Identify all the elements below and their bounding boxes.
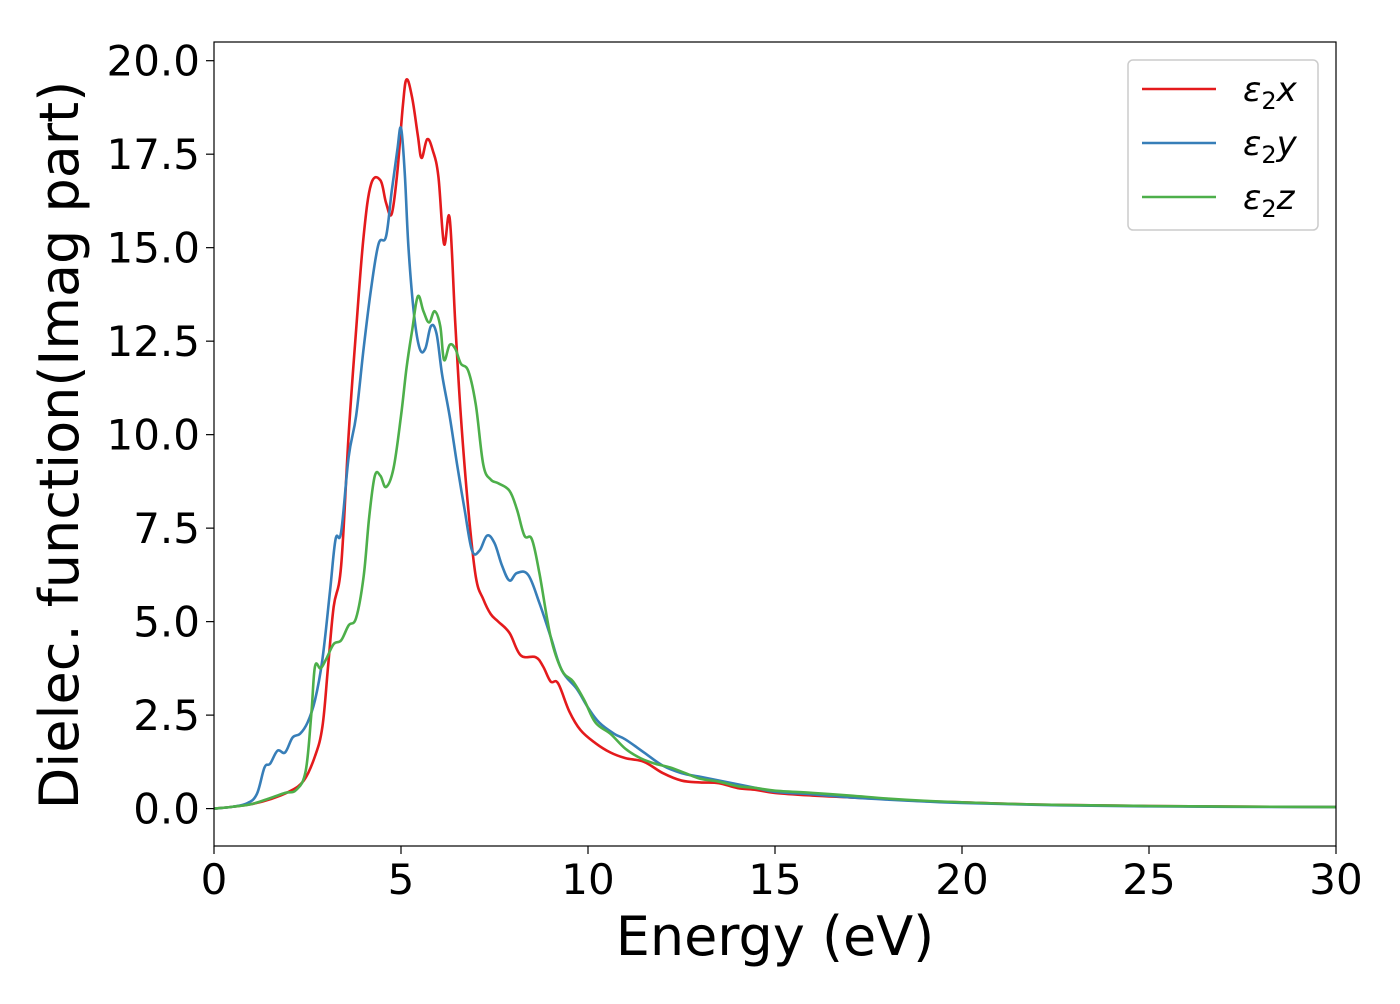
x-tick-label: 0 (201, 855, 228, 904)
legend-symbol: ε (1243, 124, 1261, 164)
y-tick-label: 12.5 (106, 317, 200, 366)
legend-symbol: ε (1243, 70, 1261, 110)
legend-symbol: ε (1243, 178, 1261, 218)
y-axis-label: Dielec. function(Imag part) (28, 81, 91, 810)
legend-variable: y (1276, 124, 1298, 164)
x-tick-label: 25 (1122, 855, 1175, 904)
legend-label-y: ε2y (1243, 124, 1298, 169)
legend-label-z: ε2z (1243, 178, 1296, 223)
y-tick-label: 17.5 (106, 130, 200, 179)
y-tick-label: 5.0 (133, 598, 200, 647)
legend-box (1127, 59, 1319, 231)
legend-label-x: ε2x (1243, 70, 1298, 115)
y-tick-label: 0.0 (133, 785, 200, 834)
x-tick-label: 30 (1309, 855, 1362, 904)
x-tick-label: 5 (388, 855, 415, 904)
series-line-z (214, 294, 1336, 810)
y-tick-label: 15.0 (106, 224, 200, 273)
x-tick-label: 10 (561, 855, 614, 904)
axes-layer: 0 5 10 15 20 25 30 0.0 2.5 5.0 7.5 10.0 12.5 15.0 17.5… (106, 37, 1362, 904)
x-tick-label: 15 (748, 855, 801, 904)
y-tick-label: 2.5 (133, 691, 200, 740)
legend-variable: z (1276, 178, 1296, 218)
x-axis-label: Energy (eV) (616, 905, 935, 968)
legend-variable: x (1276, 70, 1298, 110)
legend-subscript: 2 (1261, 87, 1276, 115)
y-tick-label: 10.0 (106, 411, 200, 460)
legend-subscript: 2 (1261, 141, 1276, 169)
x-tick-label: 20 (935, 855, 988, 904)
y-tick-label: 7.5 (133, 504, 200, 553)
y-tick-label: 20.0 (106, 37, 200, 86)
series-line-y (214, 126, 1336, 810)
series-layer (214, 78, 1336, 810)
legend-subscript: 2 (1261, 195, 1276, 223)
